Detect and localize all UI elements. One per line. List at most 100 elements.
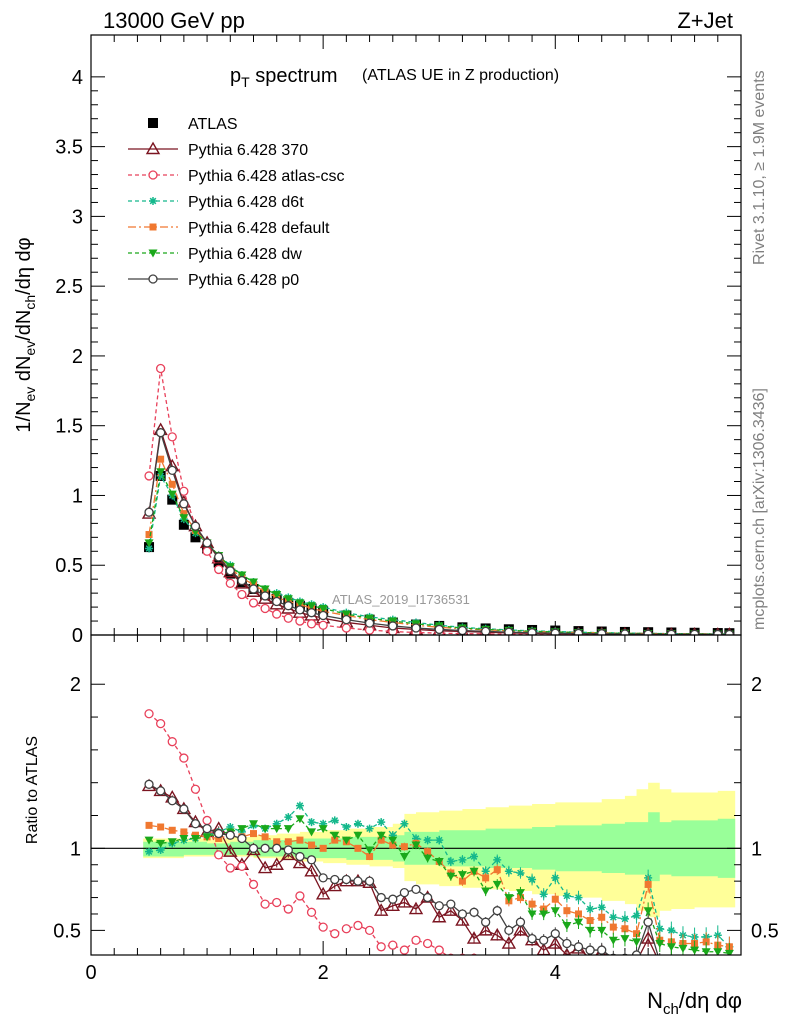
main-point-pythia-6-428-p0 <box>167 465 177 475</box>
ratio-point-pythia-6-428-p0 <box>190 819 201 829</box>
ratio-point-pythia-6-428-p0 <box>457 909 468 919</box>
ratio-point-pythia-6-428-p0 <box>573 942 584 952</box>
ratio-point-pythia-6-428-atlas-csc <box>341 924 352 934</box>
legend-label: Pythia 6.428 p0 <box>188 272 299 289</box>
ratio-point-pythia-6-428-d6t <box>655 924 664 933</box>
ratio-point-pythia-6-428-dw <box>690 946 700 955</box>
ratio-point-pythia-6-428-370 <box>700 965 712 976</box>
main-point-pythia-6-428-p0 <box>504 627 514 635</box>
ratio-point-pythia-6-428-default <box>586 917 594 925</box>
main-point-pythia-6-428-dw <box>237 571 247 580</box>
ratio-point-pythia-6-428-p0 <box>155 786 166 796</box>
main-point-pythia-6-428-atlas-csc <box>167 432 177 442</box>
ratio-point-pythia-6-428-dw <box>620 935 630 944</box>
ratio-point-pythia-6-428-atlas-csc <box>493 959 501 967</box>
ratio-point-pythia-6-428-p0 <box>550 929 560 939</box>
x-tick-label: 0 <box>85 962 96 984</box>
ratio-point-pythia-6-428-d6t <box>574 893 583 902</box>
main-point-pythia-6-428-atlas-csc <box>260 603 270 614</box>
ratio-point-pythia-6-428-dw <box>585 926 595 935</box>
ratio-line-pythia-6-428-default <box>148 824 730 948</box>
ratio-point-pythia-6-428-atlas-csc <box>214 850 224 860</box>
ratio-point-pythia-6-428-default <box>528 900 536 908</box>
main-point-pythia-6-428-default <box>168 480 176 488</box>
ratio-point-pythia-6-428-p0 <box>167 796 177 806</box>
main-point-pythia-6-428-p0 <box>190 521 201 531</box>
ratio-point-pythia-6-428-p0 <box>272 843 282 853</box>
ratio-point-pythia-6-428-dw <box>457 871 467 880</box>
ratio-frame <box>90 634 742 956</box>
main-line-pythia-6-428-d6t <box>148 474 730 635</box>
ratio-point-pythia-6-428-p0 <box>492 906 502 916</box>
main-point-pythia-6-428-p0 <box>573 628 584 635</box>
ratio-point-pythia-6-428-d6t <box>481 867 490 876</box>
ratio-point-pythia-6-428-dw <box>318 825 328 834</box>
ratio-point-pythia-6-428-dw <box>260 825 270 834</box>
main-point-pythia-6-428-atlas-csc <box>214 564 224 575</box>
main-y-tick-label: 2.5 <box>55 276 83 298</box>
ratio-point-pythia-6-428-d6t <box>609 913 618 922</box>
main-point-pythia-6-428-p0 <box>283 601 293 611</box>
ratio-point-pythia-6-428-atlas-csc <box>667 974 675 982</box>
ratio-point-pythia-6-428-atlas-csc <box>609 971 617 979</box>
legend-label: Pythia 6.428 dw <box>188 246 302 263</box>
ratio-point-pythia-6-428-d6t <box>620 914 629 923</box>
ratio-point-pythia-6-428-370 <box>612 954 614 955</box>
main-y-tick-label: 4 <box>72 67 83 89</box>
legend-marker <box>148 170 158 180</box>
ratio-point-pythia-6-428-default <box>424 848 432 856</box>
legend-entry-pythia-6-428-370: Pythia 6.428 370 <box>128 141 308 159</box>
legend-entry-pythia-6-428-default: Pythia 6.428 default <box>128 220 330 237</box>
ratio-point-pythia-6-428-dw <box>330 831 340 840</box>
ratio-point-pythia-6-428-d6t <box>423 836 432 845</box>
main-y-tick-label: 1 <box>72 485 83 507</box>
ratio-point-pythia-6-428-dw <box>341 836 351 845</box>
main-point-pythia-6-428-dw <box>167 490 177 499</box>
ratio-point-pythia-6-428-atlas-csc <box>167 737 177 747</box>
ratio-point-pythia-6-428-d6t <box>272 819 281 828</box>
main-point-pythia-6-428-p0 <box>550 628 560 635</box>
ratio-y-tick-label: 1 <box>70 838 81 860</box>
ratio-point-pythia-6-428-atlas-csc <box>422 938 433 949</box>
ratio-point-pythia-6-428-p0 <box>643 917 653 927</box>
ratio-point-pythia-6-428-p0 <box>214 828 224 839</box>
mcplots-label: mcplots.cern.ch [arXiv:1306.3436] <box>751 388 768 630</box>
legend-label: Pythia 6.428 default <box>188 220 330 237</box>
ratio-point-pythia-6-428-atlas-csc <box>295 891 305 901</box>
ratio-point-pythia-6-428-370 <box>513 922 528 936</box>
ratio-point-pythia-6-428-d6t <box>307 818 316 827</box>
ratio-point-pythia-6-428-default <box>319 844 327 852</box>
ratio-point-pythia-6-428-370 <box>315 886 331 900</box>
ratio-point-pythia-6-428-dw <box>190 834 200 843</box>
ratio-point-pythia-6-428-p0 <box>353 876 363 886</box>
main-point-pythia-6-428-p0 <box>480 626 491 635</box>
ratio-point-pythia-6-428-d6t <box>528 875 537 884</box>
legend-entry-pythia-6-428-atlas-csc: Pythia 6.428 atlas-csc <box>128 168 345 185</box>
ratio-point-pythia-6-428-p0 <box>341 874 352 885</box>
main-y-tick-label: 2 <box>72 346 83 368</box>
ratio-point-pythia-6-428-p0 <box>656 958 664 966</box>
main-series-atlas <box>144 470 735 635</box>
ratio-y-tick-label-right: 2 <box>751 674 762 696</box>
ratio-point-pythia-6-428-default <box>551 895 559 903</box>
main-point-pythia-6-428-p0 <box>411 623 421 633</box>
ratio-point-pythia-6-428-p0 <box>539 935 549 945</box>
ratio-point-pythia-6-428-370 <box>408 901 424 915</box>
ratio-point-pythia-6-428-370 <box>432 909 447 923</box>
legend-marker <box>145 141 161 155</box>
ratio-panel: 0.5 0.5 1 1 2 2 0 2 4 Ratio to ATLAS <box>24 634 779 984</box>
ratio-point-pythia-6-428-p0 <box>631 950 642 955</box>
process-label: Z+Jet <box>677 8 733 33</box>
main-point-pythia-6-428-p0 <box>144 507 154 517</box>
ratio-point-pythia-6-428-dw <box>307 828 317 837</box>
legend-label: Pythia 6.428 atlas-csc <box>188 168 345 185</box>
ratio-point-pythia-6-428-atlas-csc <box>248 879 259 890</box>
main-point-pythia-6-428-dw <box>156 468 166 477</box>
ratio-point-pythia-6-428-atlas-csc <box>399 945 410 955</box>
ratio-point-pythia-6-428-atlas-csc <box>364 925 375 936</box>
ratio-point-pythia-6-428-p0 <box>376 892 386 903</box>
ratio-point-pythia-6-428-atlas-csc <box>656 972 664 980</box>
ratio-point-pythia-6-428-atlas-csc <box>190 784 201 794</box>
ratio-point-pythia-6-428-atlas-csc <box>644 972 652 980</box>
